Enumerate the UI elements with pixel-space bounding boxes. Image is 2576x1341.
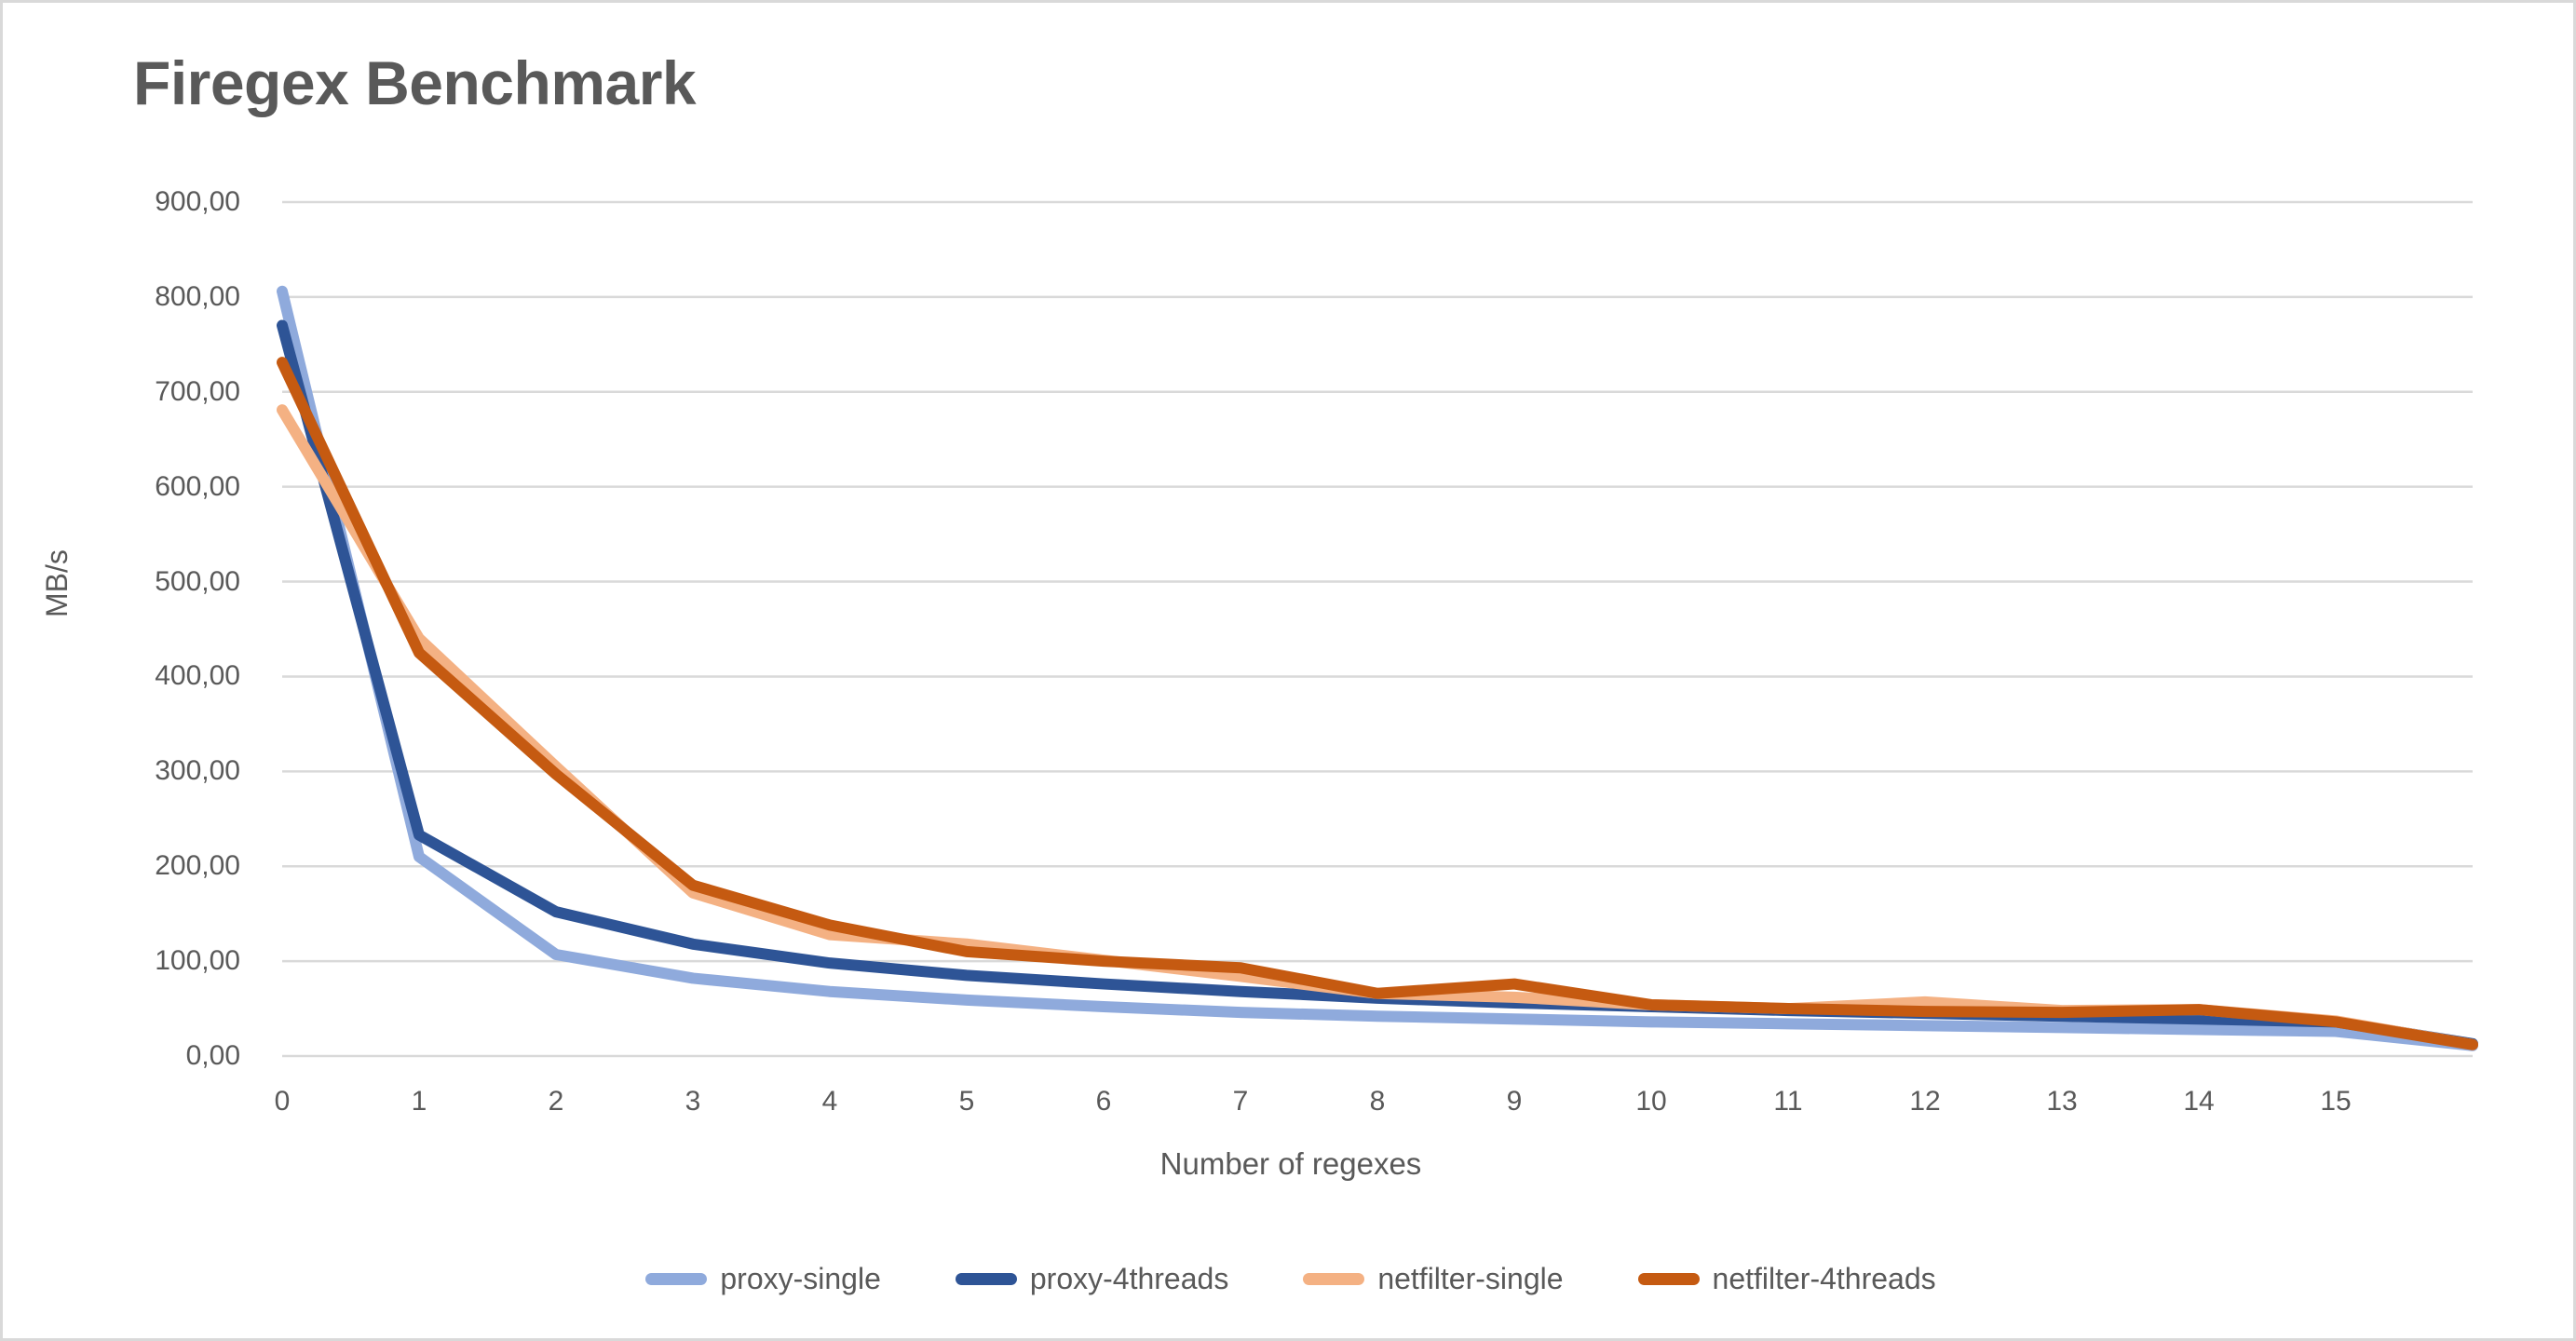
legend-item-netfilter-single[interactable]: netfilter-single bbox=[1303, 1262, 1564, 1296]
y-axis-tick-label: 500,00 bbox=[155, 565, 240, 597]
x-axis-tick-label: 12 bbox=[1909, 1086, 1941, 1117]
x-axis-tick-label: 11 bbox=[1773, 1086, 1803, 1117]
legend-label: netfilter-single bbox=[1377, 1262, 1564, 1295]
x-axis-tick-label: 10 bbox=[1635, 1086, 1667, 1117]
legend-swatch-netfilter-single bbox=[1303, 1273, 1365, 1285]
series-line-netfilter-single bbox=[277, 404, 2478, 1050]
x-axis-tick-label: 15 bbox=[2320, 1086, 2352, 1117]
y-axis-tick-label: 100,00 bbox=[155, 945, 240, 977]
y-axis-tick-label: 200,00 bbox=[155, 850, 240, 882]
x-axis-tick-label: 0 bbox=[274, 1086, 291, 1117]
legend-label: proxy-single bbox=[720, 1262, 881, 1295]
legend-swatch-proxy-4threads bbox=[955, 1273, 1017, 1285]
y-axis-tick-label: 300,00 bbox=[155, 755, 240, 787]
series-line-proxy-4threads bbox=[277, 319, 2478, 1050]
x-axis-tick-label: 2 bbox=[548, 1086, 564, 1117]
chart-legend: proxy-single proxy-4threads netfilter-sing… bbox=[3, 1262, 2573, 1296]
x-axis-title: Number of regexes bbox=[1159, 1146, 1422, 1181]
legend-label: proxy-4threads bbox=[1029, 1262, 1229, 1295]
legend-swatch-netfilter-4threads bbox=[1637, 1273, 1700, 1285]
series-line-netfilter-4threads bbox=[277, 357, 2478, 1050]
series-lines bbox=[277, 285, 2478, 1051]
y-axis-tick-label: 700,00 bbox=[155, 375, 240, 407]
x-axis-tick-label: 9 bbox=[1506, 1086, 1523, 1117]
x-axis-tick-label: 3 bbox=[685, 1086, 701, 1117]
x-axis-tick-label: 14 bbox=[2183, 1086, 2215, 1117]
legend-item-proxy-single[interactable]: proxy-single bbox=[645, 1262, 881, 1296]
legend-item-proxy-4threads[interactable]: proxy-4threads bbox=[955, 1262, 1229, 1296]
x-axis-tick-label: 6 bbox=[1095, 1086, 1112, 1117]
y-axis-tick-label: 0,00 bbox=[185, 1040, 240, 1071]
x-axis-tick-label: 1 bbox=[411, 1086, 427, 1117]
plot-area bbox=[277, 200, 2478, 1058]
y-axis-tick-label: 900,00 bbox=[155, 186, 240, 217]
legend-item-netfilter-4threads[interactable]: netfilter-4threads bbox=[1637, 1262, 1936, 1296]
legend-label: netfilter-4threads bbox=[1712, 1262, 1936, 1295]
chart-title: Firegex Benchmark bbox=[133, 48, 697, 117]
x-axis-tick-label: 5 bbox=[958, 1086, 975, 1117]
y-axis-tick-label: 800,00 bbox=[155, 280, 240, 312]
x-axis-tick-label: 13 bbox=[2046, 1086, 2078, 1117]
legend-swatch-proxy-single bbox=[645, 1273, 708, 1285]
x-axis-tick-label: 8 bbox=[1369, 1086, 1386, 1117]
series-line-proxy-single bbox=[277, 285, 2478, 1051]
x-axis-tick-label: 4 bbox=[821, 1086, 838, 1117]
x-axis-tick-label: 7 bbox=[1232, 1086, 1249, 1117]
y-axis-tick-label: 400,00 bbox=[155, 660, 240, 692]
y-axis-tick-label: 600,00 bbox=[155, 470, 240, 502]
gridlines bbox=[282, 200, 2473, 1058]
